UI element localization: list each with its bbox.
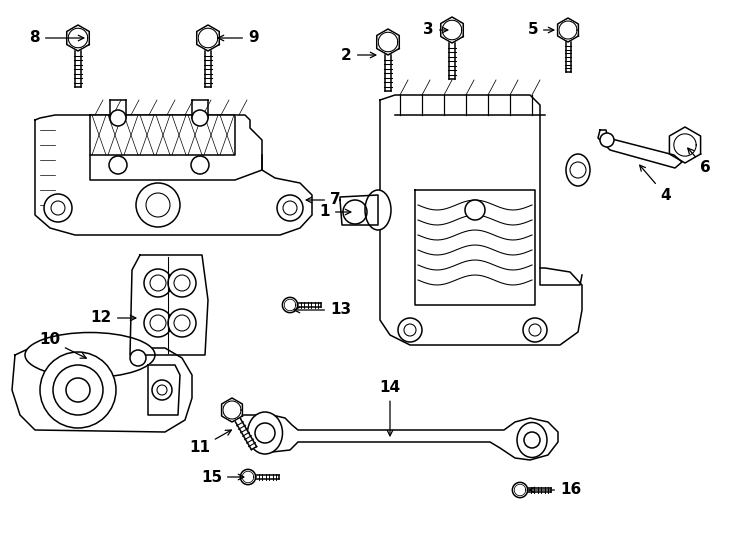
- Polygon shape: [67, 25, 90, 51]
- Circle shape: [40, 352, 116, 428]
- Text: 15: 15: [201, 469, 244, 484]
- Text: 14: 14: [379, 381, 401, 436]
- Ellipse shape: [517, 422, 547, 457]
- Polygon shape: [236, 419, 257, 450]
- Polygon shape: [283, 298, 298, 313]
- Polygon shape: [240, 415, 558, 460]
- Circle shape: [136, 183, 180, 227]
- Polygon shape: [512, 482, 528, 498]
- Text: 5: 5: [527, 23, 554, 37]
- Circle shape: [277, 195, 303, 221]
- Circle shape: [191, 156, 209, 174]
- Text: 9: 9: [218, 30, 258, 45]
- Ellipse shape: [247, 412, 283, 454]
- Circle shape: [600, 133, 614, 147]
- Polygon shape: [130, 255, 208, 355]
- Polygon shape: [440, 17, 463, 43]
- Circle shape: [465, 200, 485, 220]
- Polygon shape: [90, 115, 235, 155]
- Polygon shape: [559, 21, 577, 39]
- Circle shape: [168, 269, 196, 297]
- Polygon shape: [68, 28, 88, 48]
- Text: 1: 1: [319, 205, 351, 219]
- Polygon shape: [198, 28, 218, 48]
- Polygon shape: [35, 115, 312, 235]
- Polygon shape: [528, 488, 551, 492]
- Text: 10: 10: [39, 333, 87, 358]
- Circle shape: [398, 318, 422, 342]
- Circle shape: [168, 309, 196, 337]
- Circle shape: [130, 350, 146, 366]
- Polygon shape: [377, 29, 399, 55]
- Polygon shape: [255, 475, 280, 479]
- Polygon shape: [205, 51, 211, 87]
- Circle shape: [109, 156, 127, 174]
- Polygon shape: [340, 195, 378, 225]
- Text: 6: 6: [688, 148, 711, 176]
- Polygon shape: [598, 130, 682, 168]
- Ellipse shape: [566, 154, 590, 186]
- Polygon shape: [449, 43, 455, 79]
- Text: 12: 12: [91, 310, 136, 326]
- Ellipse shape: [25, 333, 155, 377]
- Polygon shape: [223, 401, 241, 419]
- Circle shape: [523, 318, 547, 342]
- Text: 4: 4: [640, 165, 671, 202]
- Polygon shape: [240, 469, 255, 484]
- Text: 16: 16: [529, 483, 581, 497]
- Circle shape: [144, 309, 172, 337]
- Circle shape: [192, 110, 208, 126]
- Circle shape: [44, 194, 72, 222]
- Polygon shape: [75, 51, 81, 87]
- Polygon shape: [378, 32, 398, 52]
- Text: 13: 13: [294, 302, 351, 318]
- Polygon shape: [148, 365, 180, 415]
- Circle shape: [110, 110, 126, 126]
- Text: 8: 8: [29, 30, 84, 45]
- Polygon shape: [669, 127, 700, 163]
- Circle shape: [152, 380, 172, 400]
- Polygon shape: [197, 25, 219, 51]
- Circle shape: [144, 269, 172, 297]
- Polygon shape: [565, 42, 570, 72]
- Polygon shape: [415, 190, 535, 305]
- Polygon shape: [558, 18, 578, 42]
- Text: 3: 3: [424, 23, 448, 37]
- Polygon shape: [298, 303, 321, 307]
- Polygon shape: [12, 348, 192, 432]
- Polygon shape: [443, 21, 462, 40]
- Polygon shape: [222, 398, 242, 422]
- Polygon shape: [380, 95, 582, 345]
- Text: 11: 11: [189, 430, 231, 456]
- Polygon shape: [385, 55, 391, 91]
- Ellipse shape: [365, 190, 391, 230]
- Text: 2: 2: [341, 48, 376, 63]
- Text: 7: 7: [306, 192, 341, 207]
